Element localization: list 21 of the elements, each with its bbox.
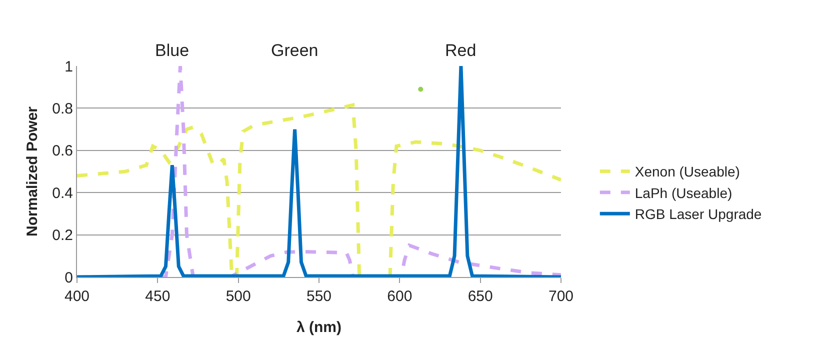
y-tick-label: 0 <box>64 269 73 286</box>
x-tick-label: 400 <box>64 288 90 305</box>
y-tick-label: 1 <box>64 58 73 76</box>
legend-label: LaPh (Useable) <box>634 184 732 201</box>
x-tick-label: 600 <box>387 288 412 305</box>
text: Blue <box>155 41 190 60</box>
legend-label: RGB Laser Upgrade <box>634 206 762 222</box>
y-tick-label: 0.4 <box>52 184 73 202</box>
y-tick-label: 0.6 <box>52 142 73 160</box>
x-tick-label: 450 <box>145 288 170 305</box>
text: Green <box>271 41 318 60</box>
y-axis-title: Normalized Power <box>24 106 41 237</box>
x-axis-title: λ (nm) <box>296 319 342 336</box>
x-tick-label: 700 <box>548 288 574 305</box>
x-tick-label: 650 <box>468 288 493 305</box>
y-tick-label: 0.2 <box>52 227 73 244</box>
legend-label: Xenon (Useable) <box>634 164 740 180</box>
text: Red <box>445 41 476 60</box>
y-tick-label: 0.8 <box>52 100 73 118</box>
x-tick-label: 550 <box>306 288 332 305</box>
x-tick-label: 500 <box>226 288 251 305</box>
